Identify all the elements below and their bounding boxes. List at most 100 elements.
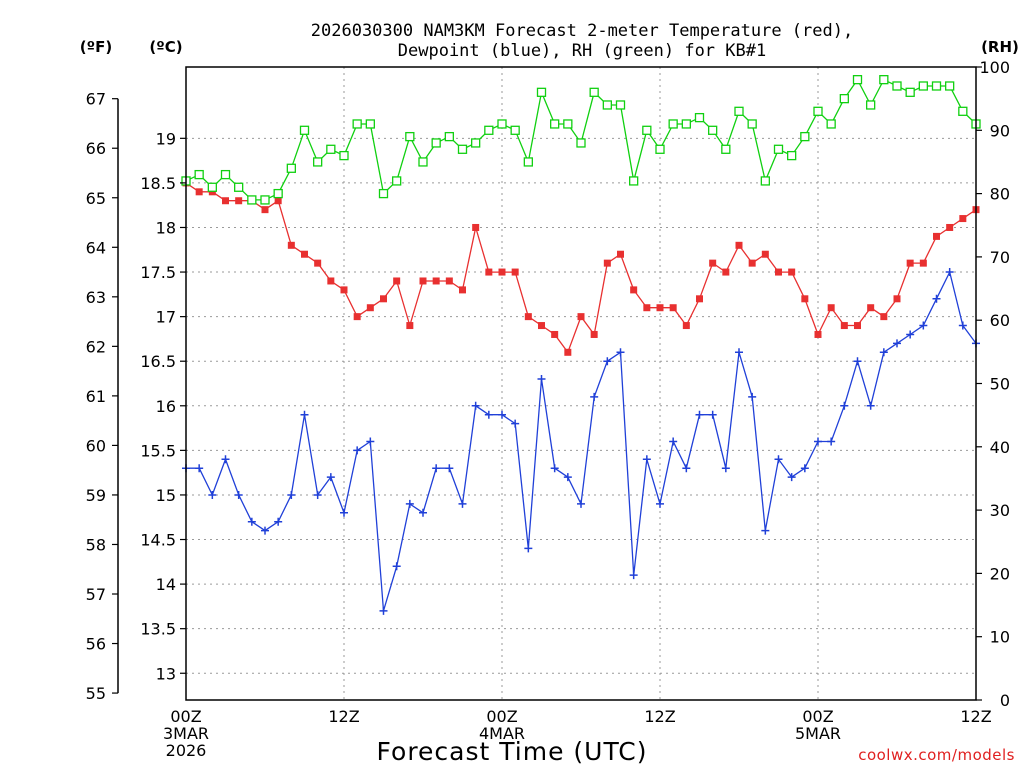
dewpoint-point [287,490,296,499]
rh-point [905,87,915,97]
rh-point [852,75,863,85]
dewpoint-point [761,526,770,535]
dewpoint-point [484,410,493,419]
temperature-point [340,286,348,294]
rh-tick-label: 10 [990,628,1010,647]
dewpoint-point [879,348,888,357]
temperature-point [630,286,638,294]
temperature-point [538,322,545,330]
dewpoint-point [656,499,664,508]
fahrenheit-tick-label: 63 [86,288,106,307]
temperature-point [419,277,427,285]
rh-point [260,195,270,205]
temperature-point [682,322,690,330]
rh-point [760,176,770,186]
dewpoint-point [814,437,822,446]
chart-title-line-2: Dewpoint (blue), RH (green) for KB#1 [398,41,766,61]
celsius-tick-label: 18 [156,218,176,237]
rh-point [299,125,310,135]
fahrenheit-tick-label: 56 [86,635,106,654]
rh-tick-label: 80 [990,185,1010,204]
series-layer [181,75,981,615]
dewpoint-point [682,464,691,473]
rh-point [787,150,797,161]
dewpoint-point [893,339,901,348]
dewpoint-point [616,348,625,357]
temperature-point [722,268,730,276]
fahrenheit-tick-label: 66 [86,139,106,158]
rh-tick-label: 50 [990,375,1010,394]
dewpoint-point [247,517,256,526]
dewpoint-point [919,321,928,330]
dewpoint-point [208,490,217,499]
temperature-point [485,268,493,276]
rh-point [945,81,955,91]
temperature-point [287,241,295,249]
rh-point [207,182,217,192]
temperature-point [840,322,848,330]
dewpoint-point [313,490,322,499]
rh-point [602,100,612,110]
rh-point [339,150,349,161]
dewpoint-point [695,410,704,419]
rh-point [826,119,836,129]
rh-point [326,144,336,154]
temperature-point [406,322,414,330]
temperature-point [603,259,611,267]
temperature-point [353,313,361,321]
plot-frame [185,66,977,701]
rh-point [431,138,441,148]
rh-tick-label: 30 [990,501,1010,520]
temperature-point [919,259,927,267]
temperature-point [472,223,480,231]
dewpoint-point [405,499,414,508]
celsius-unit-label: (ºC) [149,38,182,56]
temperature-point [893,295,901,303]
rh-point [523,157,533,167]
dewpoint-point [366,437,375,446]
dewpoint-point [300,410,309,419]
rh-tick-label: 20 [990,564,1010,583]
temperature-point [577,313,585,321]
dewpoint-point [590,392,599,401]
dewpoint-point [945,268,954,277]
rh-point [708,125,718,135]
rh-point [734,106,744,116]
dewpoint-point [708,410,717,419]
rh-point [839,94,849,104]
temperature-point [222,197,229,205]
dewpoint-point [353,446,362,455]
temperature-point [775,268,782,276]
rh-point [194,169,204,180]
rh-point [813,106,823,116]
rh-point [642,125,652,135]
temperature-point [946,223,954,231]
temperature-point [906,259,914,267]
dewpoint-point [419,508,427,517]
rh-point [220,169,231,180]
rh-point [444,131,454,142]
temperature-point [511,268,519,276]
rh-point [563,119,573,129]
rh-point [721,144,731,154]
rh-point [536,87,547,97]
temperature-point [880,313,888,321]
temperature-point [814,330,822,338]
rh-point [655,144,665,154]
rh-point [471,138,481,148]
rh-tick-label: 70 [990,248,1010,267]
temperature-point [327,277,335,285]
dewpoint-point [669,437,678,446]
dewpoint-point [958,321,967,330]
rh-point [365,119,375,129]
dewpoint-point [853,357,862,366]
rh-point [484,125,494,135]
rh-point [576,138,586,148]
rh-point [866,100,876,110]
temperature-point [459,286,466,294]
celsius-tick-label: 16 [156,397,176,416]
rh-point [497,119,507,129]
dewpoint-point [840,401,849,410]
celsius-tick-label: 13.5 [140,620,176,639]
dewpoint-point [537,375,546,384]
